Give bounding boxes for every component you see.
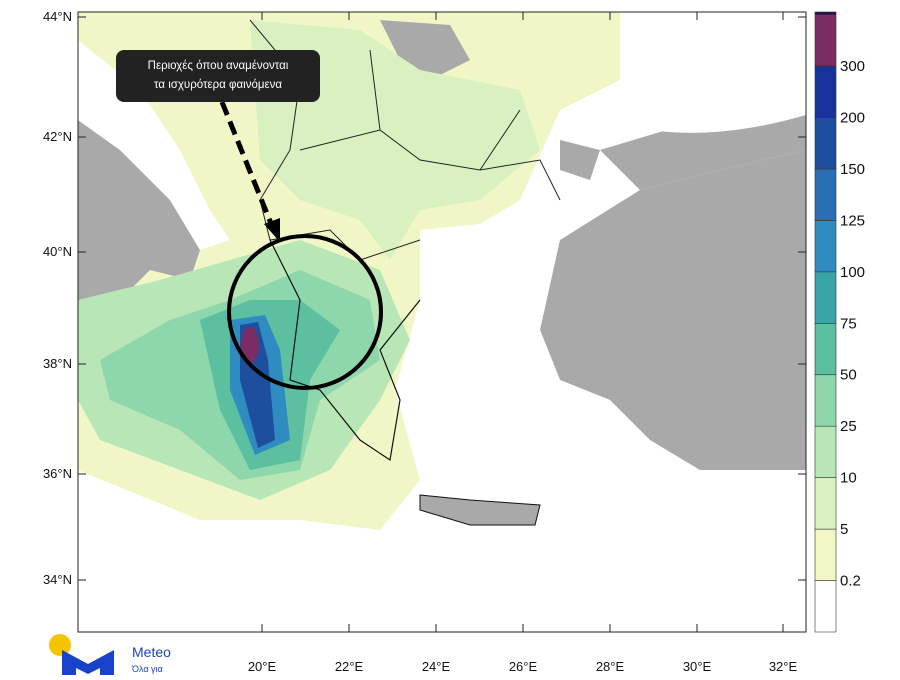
- lon-label: 30°E: [683, 659, 712, 674]
- highlight-circle: [227, 234, 383, 390]
- colorbar-label: 5: [840, 521, 848, 538]
- colorbar-swatch: [814, 374, 837, 427]
- colorbar-swatch: [814, 271, 837, 324]
- lon-label: 28°E: [596, 659, 625, 674]
- logo-name: Meteo: [132, 644, 171, 660]
- lon-label: 26°E: [509, 659, 538, 674]
- colorbar-label: 10: [840, 470, 857, 487]
- arrow: [219, 101, 275, 227]
- colorbar-swatch: [814, 14, 837, 67]
- colorbar-label: 300: [840, 58, 865, 75]
- lat-label: 40°N: [43, 244, 72, 259]
- lat-label: 42°N: [43, 129, 72, 144]
- annotation-line: τα ισχυρότερα φαινόμενα: [154, 79, 282, 91]
- axes: 44°N 42°N 40°N 38°N 36°N 34°N 20°E 22°E 24°E 26°E…: [43, 9, 806, 674]
- colorbar-swatch: [814, 117, 837, 170]
- colorbar-swatch: [814, 425, 837, 478]
- colorbar-label: 0.2: [840, 573, 861, 590]
- colorbar-swatch: [814, 528, 837, 581]
- annotation-line: Περιοχές όπου αναμένονται: [148, 60, 289, 72]
- logo-mark: [62, 650, 114, 675]
- lon-label: 32°E: [769, 659, 798, 674]
- colorbar-label: 25: [840, 418, 857, 435]
- colorbar-swatch: [814, 65, 837, 118]
- lat-label: 34°N: [43, 572, 72, 587]
- colorbar-label: 75: [840, 315, 857, 332]
- colorbar-swatch: [814, 168, 837, 221]
- lat-label: 38°N: [43, 356, 72, 371]
- colorbar-label: 125: [840, 212, 865, 229]
- colorbar-swatch: [814, 322, 837, 376]
- annotation-box: [116, 50, 320, 102]
- lon-label: 24°E: [422, 659, 451, 674]
- colorbar-label: 50: [840, 367, 857, 384]
- colorbar-label: 200: [840, 109, 865, 126]
- lat-label: 36°N: [43, 466, 72, 481]
- arrow-head: [264, 218, 280, 242]
- colorbar-swatch: [814, 220, 837, 273]
- logo-tagline: Όλα για: [131, 664, 163, 674]
- map-area: [78, 12, 806, 632]
- logo-sun: [49, 634, 71, 656]
- colorbar: 0.2 5 10 25 50 75 100 125 150 200 300: [814, 11, 865, 633]
- colorbar-swatch: [814, 11, 837, 15]
- lat-label: 44°N: [43, 9, 72, 24]
- colorbar-swatch: [814, 477, 837, 530]
- colorbar-label: 100: [840, 264, 865, 281]
- colorbar-swatch: [814, 580, 837, 633]
- colorbar-label: 150: [840, 161, 865, 178]
- lon-label: 22°E: [335, 659, 364, 674]
- lon-label: 20°E: [248, 659, 277, 674]
